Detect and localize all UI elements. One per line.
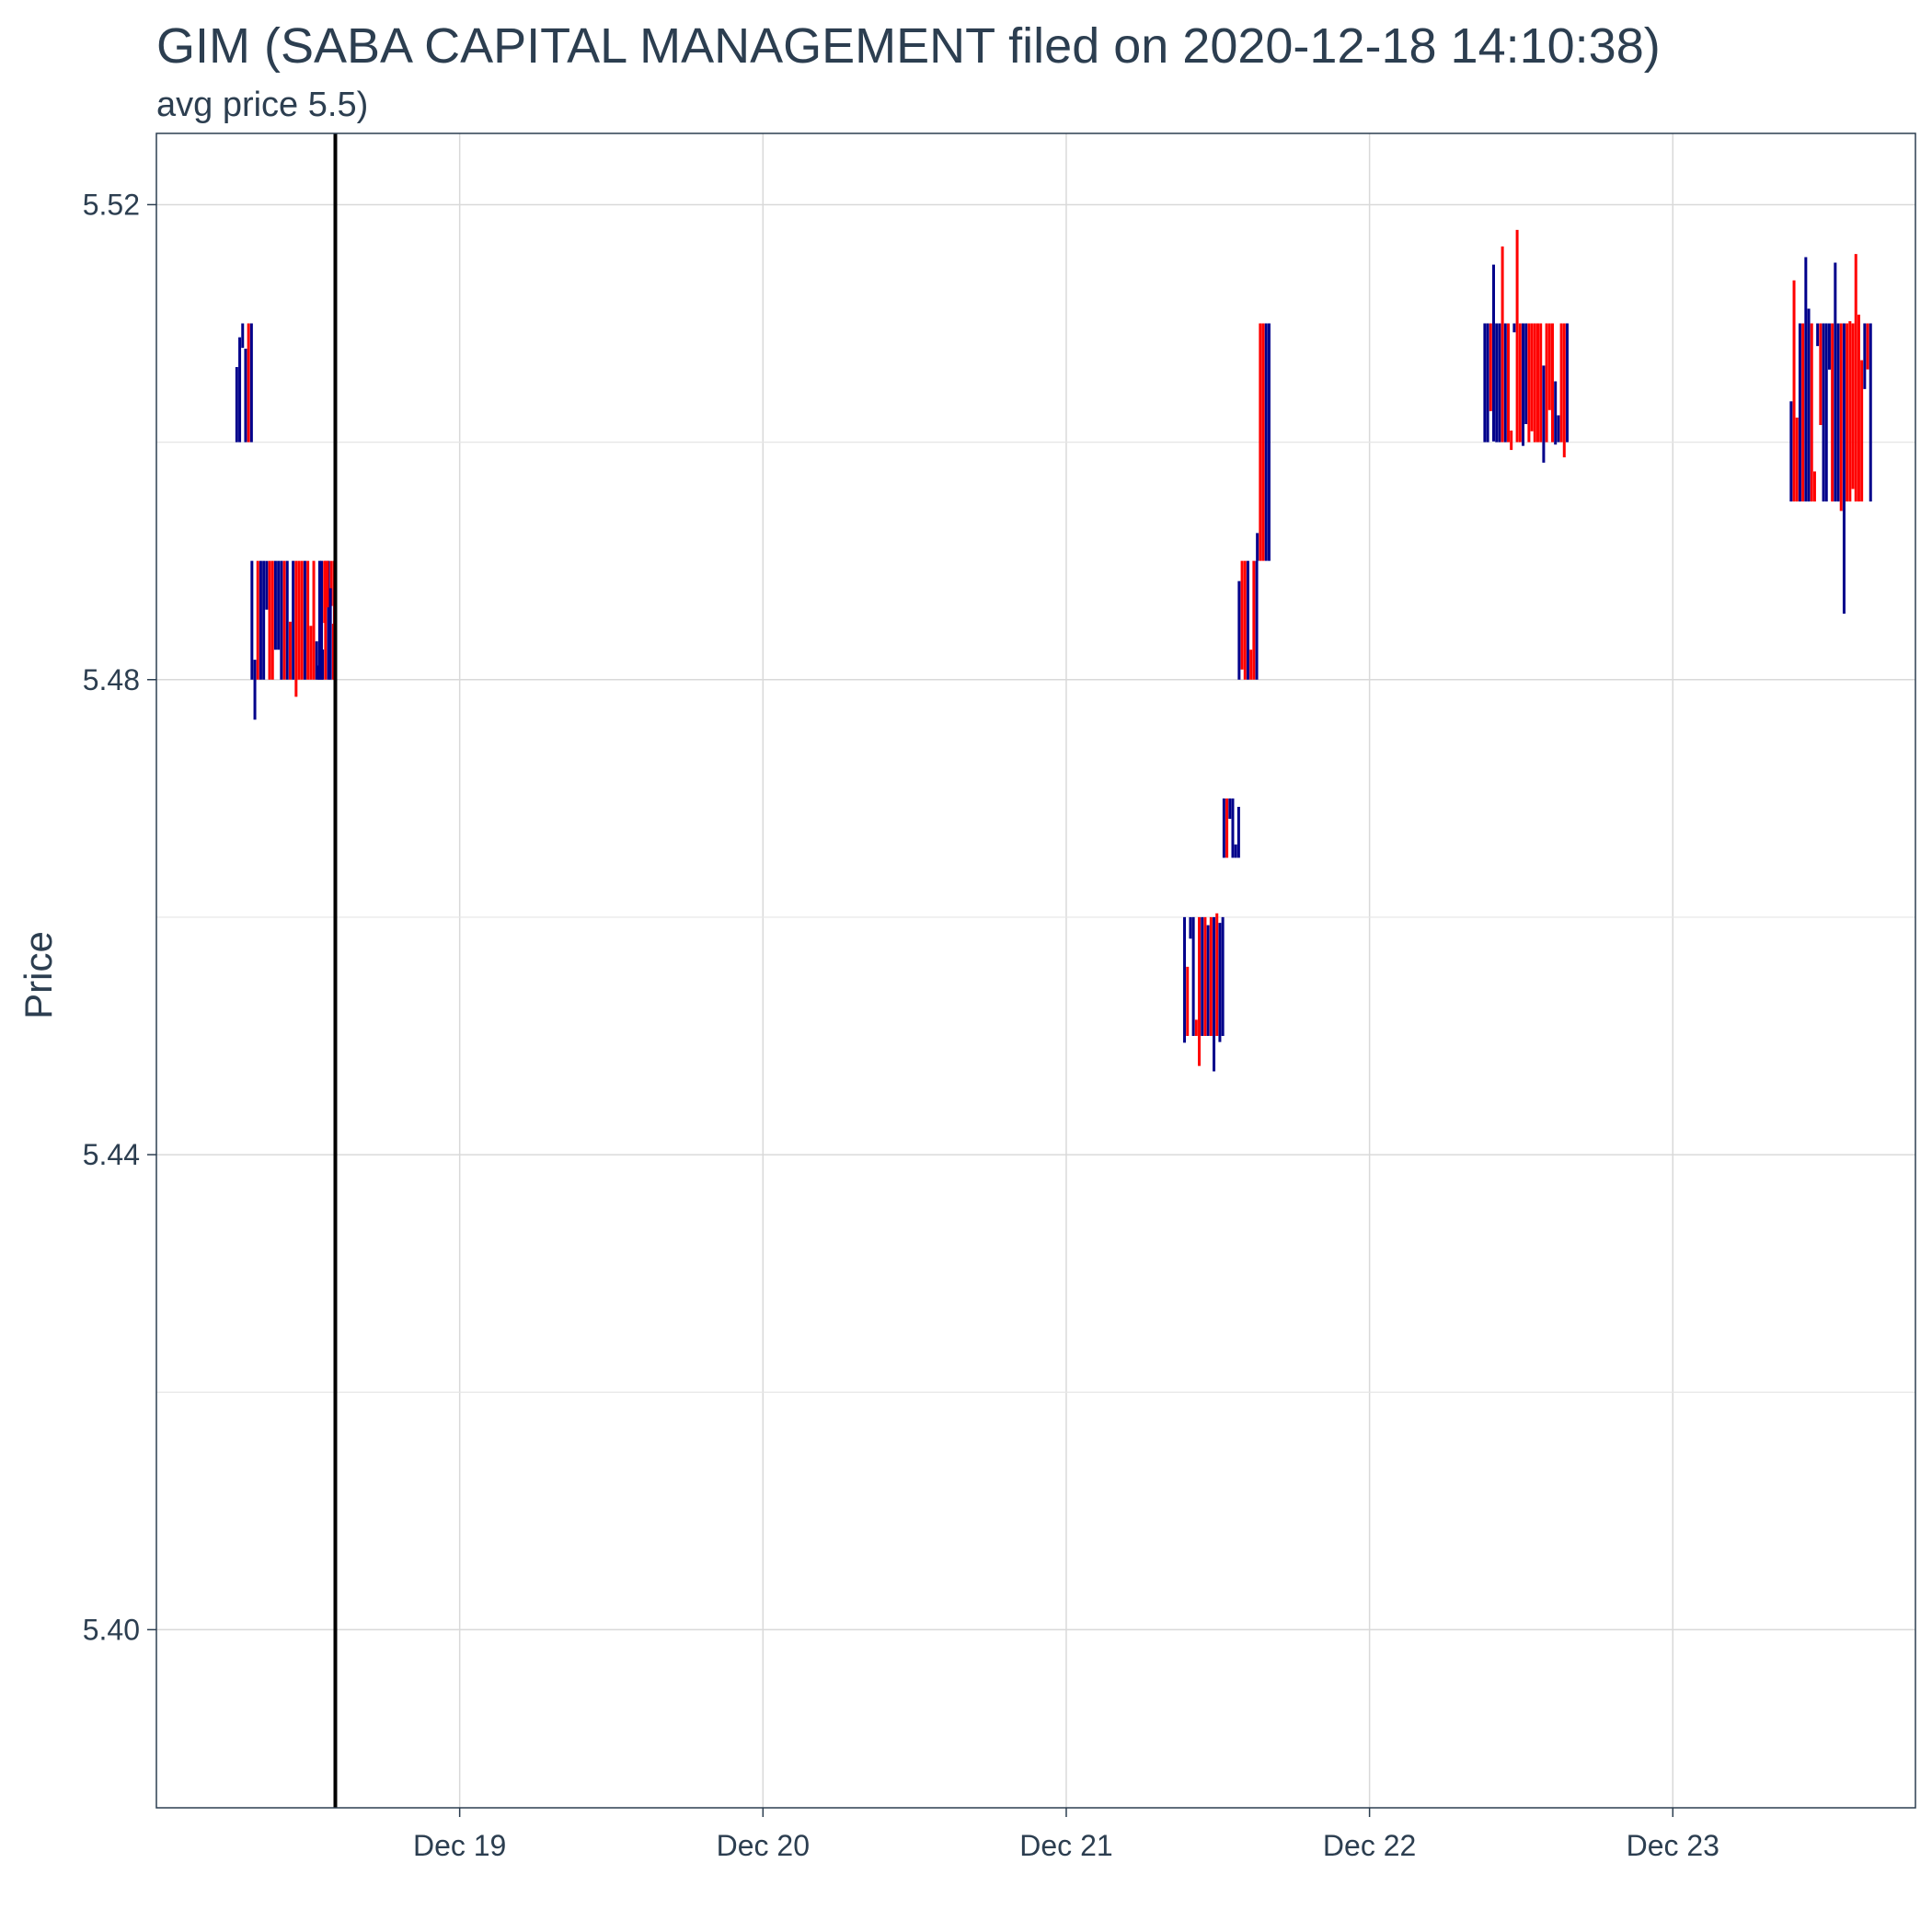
x-tick-label: Dec 22 — [1323, 1829, 1416, 1862]
y-tick-label: 5.40 — [83, 1613, 140, 1646]
chart-title: GIM (SABA CAPITAL MANAGEMENT filed on 20… — [156, 18, 1661, 74]
y-axis-label: Price — [17, 931, 60, 1019]
x-axis-ticks: Dec 19 Dec 20 Dec 21 Dec 22 Dec 23 — [413, 1808, 1719, 1862]
price-bars — [235, 229, 1872, 1072]
y-axis-ticks: 5.40 5.44 5.48 5.52 — [83, 188, 156, 1646]
gridlines — [156, 133, 1915, 1808]
y-tick-label: 5.44 — [83, 1138, 140, 1171]
y-tick-label: 5.48 — [83, 663, 140, 696]
y-tick-label: 5.52 — [83, 188, 140, 221]
plot-border — [155, 132, 1916, 1809]
x-tick-label: Dec 19 — [413, 1829, 506, 1862]
plot-background — [156, 133, 1915, 1808]
x-tick-label: Dec 20 — [717, 1829, 810, 1862]
chart-subtitle: avg price 5.5) — [156, 86, 368, 124]
x-tick-label: Dec 23 — [1627, 1829, 1719, 1862]
x-tick-label: Dec 21 — [1019, 1829, 1112, 1862]
